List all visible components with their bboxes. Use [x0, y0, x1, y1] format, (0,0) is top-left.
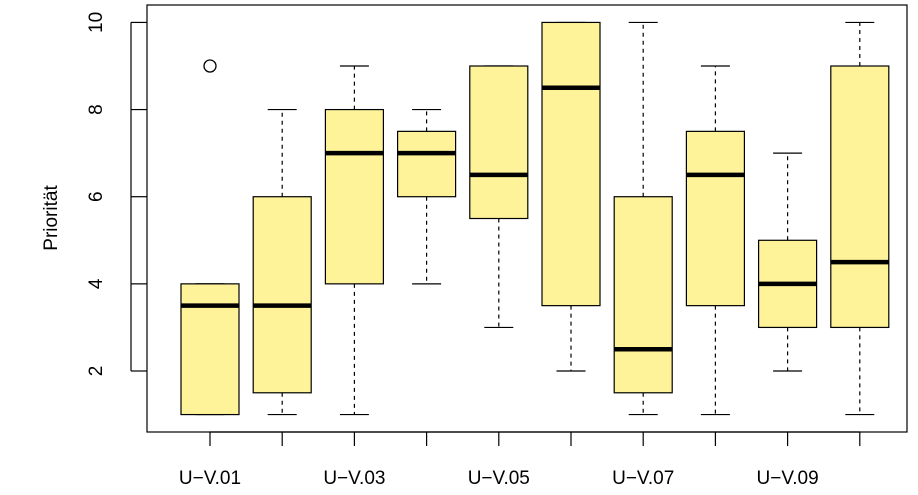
boxes-layer	[180, 21, 890, 416]
y-axis-label: Priorität	[41, 185, 62, 251]
x-axis: U−V.01 U−V.03 U−V.05 U−V.07 U−V.09	[179, 431, 861, 489]
box-group	[469, 65, 529, 329]
box-iqr	[397, 130, 457, 198]
y-tick-label: 8	[86, 104, 107, 115]
box-iqr	[685, 130, 746, 307]
box-group	[613, 21, 673, 416]
box-group	[180, 59, 240, 416]
box-iqr	[541, 21, 601, 307]
x-tick-label: U−V.01	[179, 468, 241, 489]
y-axis: 2 4 6 8 10	[86, 12, 147, 376]
x-tick-label: U−V.07	[612, 468, 674, 489]
x-tick-label: U−V.09	[757, 468, 819, 489]
box-group	[685, 65, 746, 416]
box-iqr	[252, 196, 312, 394]
y-tick-label: 2	[86, 366, 107, 377]
y-tick-label: 10	[86, 12, 107, 33]
box-group	[541, 21, 601, 372]
y-tick-label: 4	[86, 278, 107, 289]
x-tick-label: U−V.03	[323, 468, 385, 489]
box-iqr	[324, 108, 384, 285]
box-group	[830, 21, 890, 416]
box-group	[252, 108, 312, 416]
box-iqr	[613, 196, 673, 394]
x-tick-label: U−V.05	[468, 468, 530, 489]
box-group	[757, 152, 818, 372]
outlier-point	[203, 59, 217, 73]
y-tick-label: 6	[86, 191, 107, 202]
box-iqr	[469, 65, 529, 220]
box-group	[397, 108, 457, 285]
box-group	[324, 65, 384, 416]
box-iqr	[830, 65, 890, 329]
